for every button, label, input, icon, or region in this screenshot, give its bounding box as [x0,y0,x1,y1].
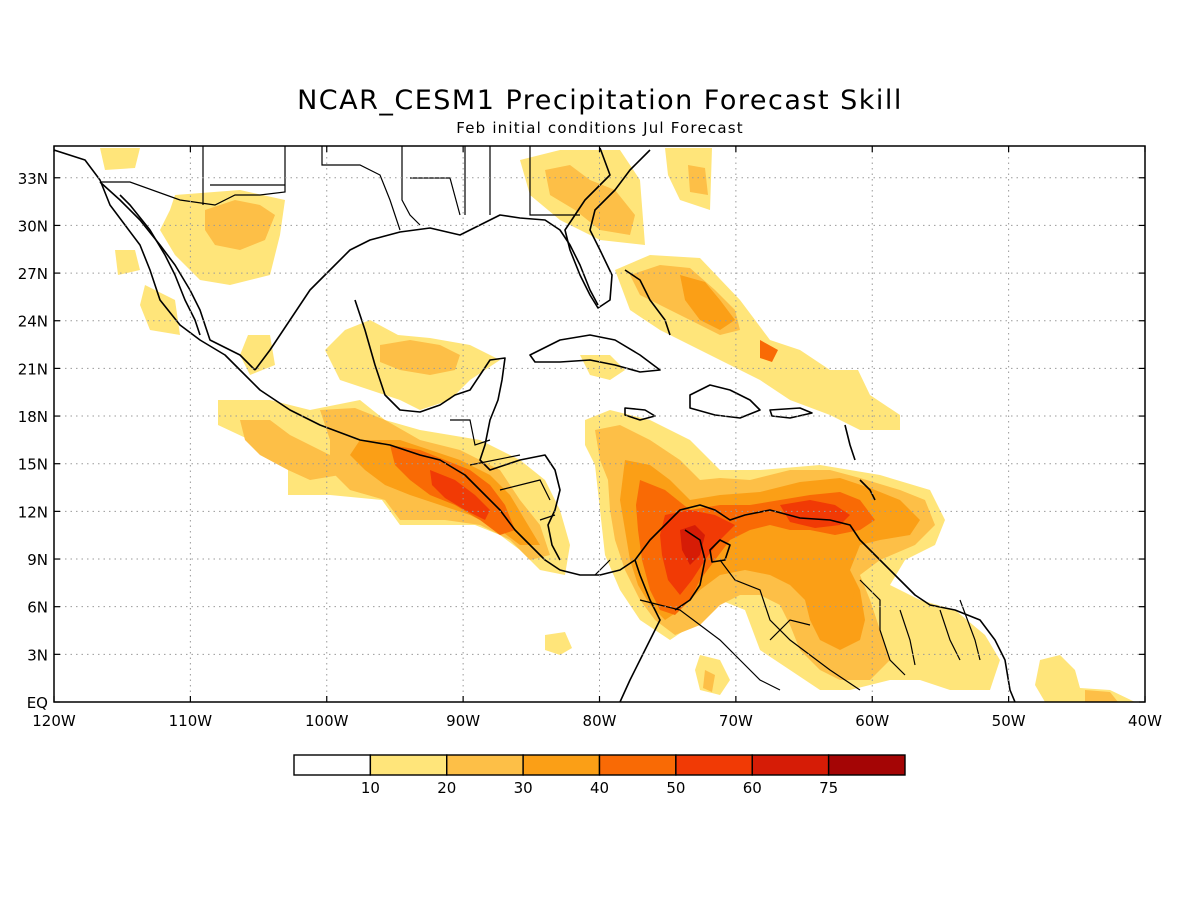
latitude-labels: EQ 3N 6N 9N 12N 15N 18N 21N 24N 27N 30N 33N [18,170,48,712]
colorbar-label: 10 [361,779,380,797]
latitude-tick-label: 21N [18,360,48,378]
colorbar-label: 75 [819,779,838,797]
colorbar-label: 30 [514,779,533,797]
latitude-tick-label: 15N [18,456,48,474]
colorbar-bin [751,754,830,776]
longitude-tick-label: 40W [1128,712,1162,730]
skill-shading [100,148,1135,702]
longitude-tick-label: 90W [446,712,480,730]
graticule [54,146,1145,702]
colorbar [293,754,906,776]
map-title: NCAR_CESM1 Precipitation Forecast Skill [297,85,903,116]
latitude-tick-label: 6N [27,599,48,617]
colorbar-bin [446,754,524,776]
colorbar-bin [522,754,601,776]
colorbar-bin [827,754,906,776]
latitude-tick-label: 33N [18,170,48,188]
latitude-tick-label: 3N [27,646,48,664]
longitude-tick-label: 100W [305,712,349,730]
latitude-tick-label: EQ [27,694,48,712]
colorbar-label: 40 [590,779,609,797]
latitude-tick-label: 24N [18,313,48,331]
longitude-tick-label: 120W [32,712,76,730]
axis-ticks [53,146,1146,703]
map-subtitle: Feb initial conditions Jul Forecast [456,119,744,137]
latitude-tick-label: 18N [18,408,48,426]
longitude-labels: 120W 110W 100W 90W 80W 70W 60W 50W 40W [32,712,1162,730]
coastlines [54,147,1016,702]
longitude-tick-label: 60W [855,712,889,730]
political-borders [100,146,981,691]
longitude-tick-label: 110W [169,712,213,730]
colorbar-label: 60 [743,779,762,797]
longitude-tick-label: 70W [719,712,753,730]
colorbar-bin [598,754,677,776]
colorbar-bin [293,754,372,776]
latitude-tick-label: 30N [18,217,48,235]
latitude-tick-label: 9N [27,551,48,569]
longitude-tick-label: 50W [992,712,1026,730]
colorbar-labels: 10 20 30 40 50 60 75 [361,779,838,797]
colorbar-label: 20 [437,779,456,797]
skill-level-60-75 [680,525,705,565]
latitude-tick-label: 12N [18,503,48,521]
colorbar-bin [675,754,753,776]
colorbar-label: 50 [666,779,685,797]
latitude-tick-label: 27N [18,265,48,283]
longitude-tick-label: 80W [583,712,617,730]
colorbar-bin [369,754,448,776]
